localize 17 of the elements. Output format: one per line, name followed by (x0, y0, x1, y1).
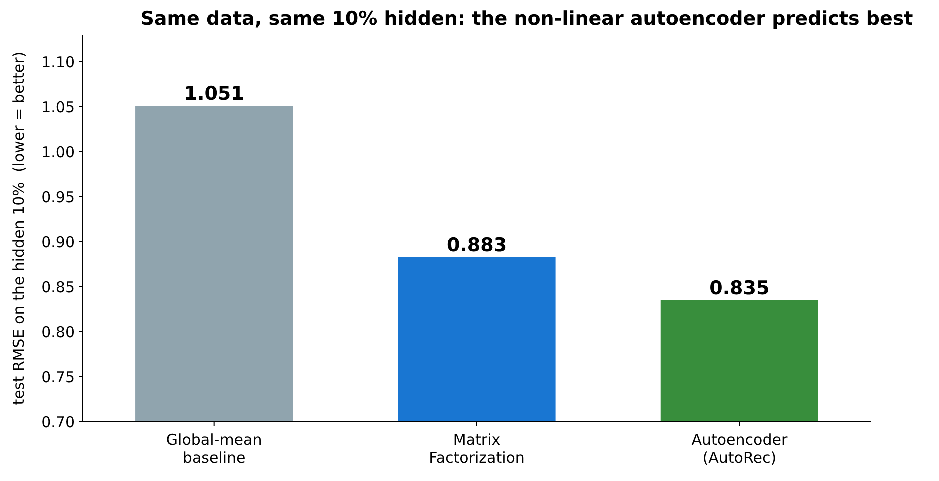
y-tick-label: 0.90 (42, 233, 75, 252)
y-tick-label: 0.70 (42, 413, 75, 432)
y-tick-label: 0.75 (42, 368, 75, 386)
x-tick-label: Autoencoder (AutoRec) (692, 431, 788, 467)
data-label: 1.051 (184, 83, 244, 106)
y-axis-title: test RMSE on the hidden 10% (lower = better) (10, 52, 28, 406)
y-tick-label: 0.85 (42, 278, 75, 296)
data-label: 0.883 (446, 234, 508, 256)
chart-title: Same data, same 10% hidden: the non-linear autoencoder predicts best (140, 8, 914, 30)
y-tick-label: 1.05 (42, 98, 75, 116)
x-tick-label: Matrix Factorization (429, 431, 525, 467)
y-tick-label: 0.95 (42, 188, 75, 206)
y-tick-label: 1.00 (42, 143, 75, 162)
data-label: 0.835 (710, 278, 770, 300)
x-tick-label: Global-mean baseline (166, 431, 262, 467)
y-tick-label: 1.10 (42, 53, 75, 72)
y-tick-label: 0.80 (42, 323, 75, 342)
